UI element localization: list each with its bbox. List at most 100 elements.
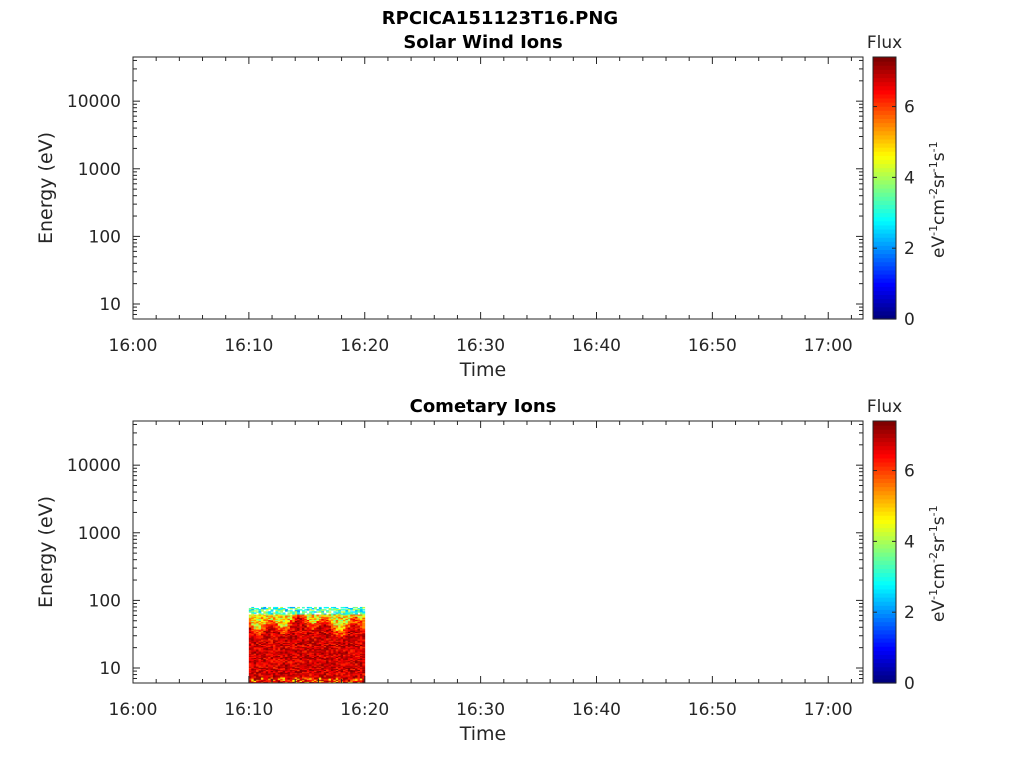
- flux-cell: [321, 660, 325, 662]
- flux-cell: [347, 626, 351, 628]
- flux-cell: [304, 622, 308, 624]
- flux-cell: [340, 647, 344, 649]
- flux-cell: [258, 653, 262, 656]
- flux-cell: [330, 655, 334, 658]
- flux-cell: [258, 676, 262, 678]
- flux-cell: [263, 640, 267, 643]
- flux-cell: [355, 609, 358, 611]
- flux-cell: [330, 638, 334, 640]
- flux-cell: [299, 655, 303, 658]
- flux-cell: [309, 665, 313, 668]
- flux-cell: [333, 641, 337, 644]
- flux-cell: [345, 639, 349, 642]
- flux-cell: [309, 630, 313, 633]
- flux-cell: [297, 615, 300, 618]
- flux-cell: [260, 636, 264, 638]
- flux-cell: [321, 612, 325, 614]
- flux-cell: [292, 614, 296, 617]
- flux-cell: [289, 673, 293, 675]
- flux-cell: [282, 627, 286, 630]
- flux-cell: [248, 673, 252, 675]
- flux-cell: [318, 671, 322, 673]
- flux-cell: [294, 637, 298, 639]
- flux-cell: [287, 629, 291, 632]
- flux-cell: [338, 639, 341, 642]
- flux-cell: [330, 634, 334, 636]
- flux-cell: [309, 650, 313, 652]
- flux-cell: [355, 614, 358, 617]
- flux-cell: [359, 618, 363, 621]
- flux-cell: [333, 658, 337, 660]
- flux-cell: [268, 639, 271, 642]
- flux-cell: [265, 668, 269, 671]
- flux-cell: [285, 673, 288, 675]
- colorbar-swatch: [873, 61, 896, 66]
- flux-cell: [357, 629, 361, 632]
- flux-cell: [306, 639, 310, 642]
- flux-cell: [297, 676, 300, 678]
- flux-cell: [277, 608, 281, 610]
- flux-cell: [362, 627, 366, 630]
- flux-cell: [338, 659, 341, 661]
- flux-cell: [350, 666, 354, 669]
- flux-cell: [306, 671, 310, 673]
- flux-cell: [273, 635, 276, 637]
- flux-cell: [347, 618, 351, 621]
- flux-cell: [330, 669, 334, 672]
- flux-cell: [251, 669, 255, 672]
- flux-cell: [263, 608, 267, 610]
- flux-cell: [301, 629, 305, 632]
- flux-cell: [306, 616, 310, 619]
- flux-cell: [335, 642, 339, 645]
- flux-cell: [258, 660, 262, 662]
- flux-cell: [306, 680, 310, 683]
- flux-cell: [314, 611, 317, 613]
- flux-cell: [256, 625, 259, 627]
- flux-cell: [340, 646, 344, 648]
- colorbar-swatch: [873, 97, 896, 103]
- flux-cell: [343, 643, 346, 646]
- flux-cell: [268, 665, 271, 668]
- flux-cell: [297, 617, 300, 620]
- flux-cell: [330, 660, 334, 662]
- flux-cell: [260, 631, 264, 634]
- flux-cell: [352, 629, 356, 632]
- flux-cell: [258, 610, 262, 612]
- flux-cell: [282, 642, 286, 645]
- flux-cell: [287, 656, 291, 659]
- flux-cell: [328, 624, 332, 626]
- flux-cell: [277, 648, 281, 650]
- flux-cell: [287, 672, 291, 674]
- flux-cell: [316, 630, 320, 633]
- flux-cell: [323, 625, 327, 627]
- flux-cell: [357, 680, 361, 683]
- y-tick-label: 1000: [78, 160, 121, 180]
- flux-cell: [323, 658, 327, 660]
- flux-cell: [294, 624, 298, 626]
- flux-cell: [289, 652, 293, 655]
- flux-cell: [289, 622, 293, 624]
- flux-cell: [333, 677, 337, 680]
- flux-cell: [316, 637, 320, 639]
- flux-cell: [323, 649, 327, 651]
- flux-cell: [306, 627, 310, 630]
- flux-cell: [273, 624, 276, 626]
- flux-cell: [355, 631, 358, 634]
- flux-cell: [350, 679, 354, 682]
- flux-cell: [333, 661, 337, 663]
- flux-cell: [292, 661, 296, 663]
- flux-cell: [265, 622, 269, 624]
- flux-cell: [280, 666, 284, 669]
- flux-cell: [280, 633, 284, 635]
- flux-cell: [347, 679, 351, 682]
- flux-cell: [275, 640, 279, 643]
- colorbar-swatch: [873, 192, 896, 197]
- flux-cell: [362, 614, 366, 617]
- flux-cell: [330, 647, 334, 649]
- flux-cell: [359, 608, 363, 610]
- flux-cell: [297, 677, 300, 680]
- flux-cell: [359, 648, 363, 650]
- flux-cell: [275, 677, 279, 680]
- flux-cell: [345, 626, 349, 628]
- flux-cell: [323, 614, 327, 617]
